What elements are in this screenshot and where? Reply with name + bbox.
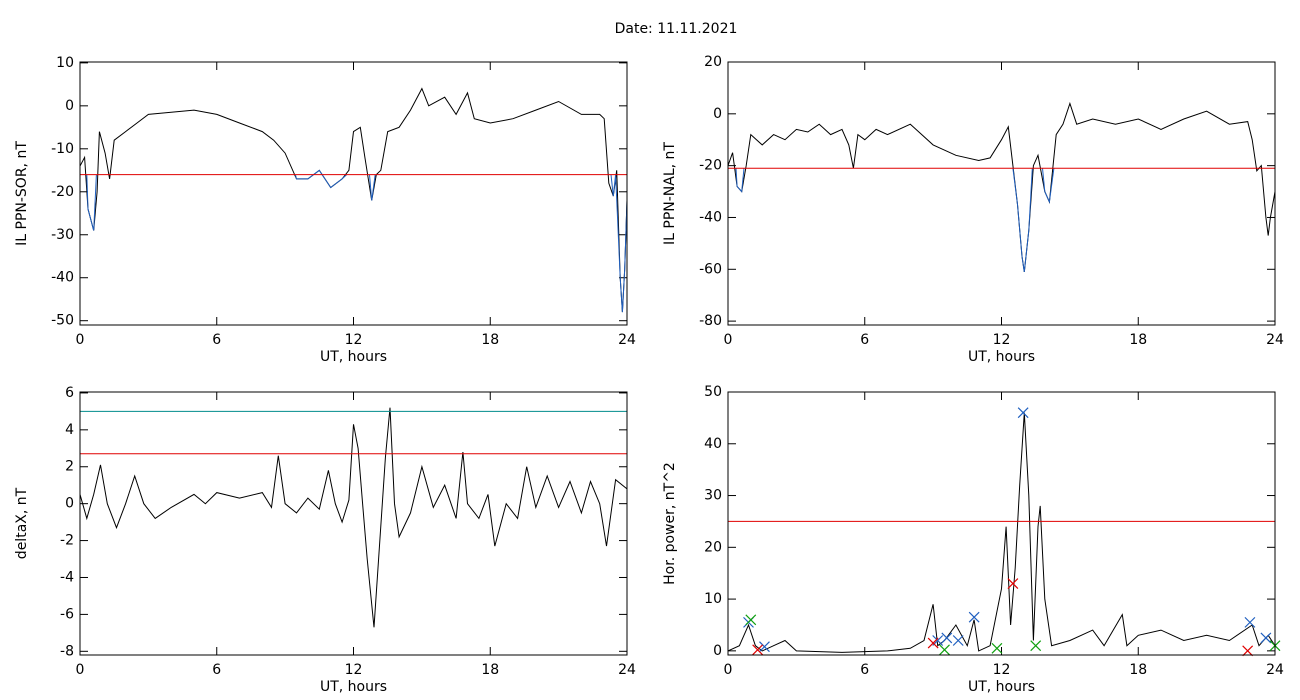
marker (1007, 578, 1019, 589)
x-axis-label: UT, hours (320, 349, 387, 365)
plot-frame (727, 391, 1276, 656)
y-tick-label: 6 (65, 385, 74, 401)
x-tick-label: 0 (76, 332, 85, 348)
y-tick-label: 10 (56, 55, 74, 71)
data-line (728, 101, 1275, 272)
marker (752, 644, 764, 656)
x-axis-label: UT, hours (320, 679, 387, 695)
marker (745, 614, 757, 626)
panel: 0 6 12 18 24 6 4 2 0 -2 -4 -6 -8 UT, hours deltaX, nT (14, 385, 636, 695)
x-tick-label: 24 (1266, 332, 1284, 348)
y-tick-label: -80 (699, 313, 722, 329)
x-tick-label: 12 (345, 332, 363, 348)
panel: 0 6 12 18 24 20 0 -20 -40 -60 -80 UT, hours IL PPN-N… (662, 54, 1284, 365)
y-tick-label: -4 (60, 569, 74, 585)
x-tick-label: 18 (1129, 332, 1147, 348)
data-line (735, 168, 1055, 272)
marker (1260, 632, 1272, 644)
y-tick-label: -30 (51, 227, 74, 243)
marker (968, 611, 980, 623)
y-tick-label: 0 (65, 98, 74, 114)
plot-frame (727, 61, 1276, 326)
panel: 0 6 12 18 24 50 40 30 20 10 0 UT, hours Hor. power, … (662, 384, 1284, 695)
plot-area (80, 87, 627, 313)
marker (1030, 640, 1042, 652)
y-tick-label: -40 (699, 209, 722, 225)
y-tick-label: 30 (704, 488, 722, 504)
x-tick-label: 6 (860, 662, 869, 678)
data-line (86, 169, 627, 313)
x-tick-label: 18 (1129, 662, 1147, 678)
y-tick-label: 2 (65, 459, 74, 475)
data-line (80, 87, 627, 313)
marker (952, 635, 964, 646)
x-tick-label: 18 (481, 332, 499, 348)
marker (927, 637, 939, 649)
plot-area (728, 412, 1275, 653)
y-tick-label: -60 (699, 261, 722, 277)
marker (939, 644, 950, 656)
y-tick-label: 10 (704, 591, 722, 607)
y-tick-label: 20 (704, 54, 722, 70)
marker (759, 641, 770, 653)
y-tick-label: 0 (713, 643, 722, 659)
y-tick-label: -40 (51, 270, 74, 286)
y-tick-label: -8 (60, 643, 74, 659)
x-tick-label: 12 (345, 662, 363, 678)
x-axis-label: UT, hours (968, 679, 1035, 695)
x-tick-label: 6 (212, 662, 221, 678)
plot-frame (79, 61, 628, 326)
marker (991, 642, 1003, 654)
marker (1242, 645, 1254, 657)
y-axis-label: IL PPN-SOR, nT (14, 141, 30, 246)
data-line (80, 407, 627, 628)
y-axis-label: IL PPN-NAL, nT (662, 142, 678, 245)
x-axis-label: UT, hours (968, 349, 1035, 365)
x-tick-label: 12 (993, 662, 1011, 678)
data-line (728, 412, 1275, 653)
y-tick-label: 0 (65, 496, 74, 512)
y-tick-label: -10 (51, 141, 74, 157)
plot-area (80, 407, 627, 628)
x-tick-label: 18 (481, 662, 499, 678)
x-tick-label: 6 (860, 332, 869, 348)
y-tick-label: 20 (704, 539, 722, 555)
y-axis-label: Hor. power, nT^2 (662, 462, 678, 585)
y-tick-label: -50 (51, 313, 74, 329)
x-tick-label: 24 (1266, 662, 1284, 678)
x-tick-label: 0 (724, 332, 733, 348)
x-tick-label: 6 (212, 332, 221, 348)
y-tick-label: -6 (60, 606, 74, 622)
y-tick-label: -2 (60, 533, 74, 549)
panel: 0 6 12 18 24 10 0 -10 -20 -30 -40 -50 UT, hours IL PP… (14, 55, 636, 365)
y-axis-label: deltaX, nT (14, 487, 30, 559)
x-tick-label: 12 (993, 332, 1011, 348)
y-tick-label: -20 (51, 184, 74, 200)
x-tick-label: 24 (618, 662, 636, 678)
y-tick-label: 40 (704, 436, 722, 452)
y-tick-label: 50 (704, 384, 722, 400)
plot-frame (79, 391, 628, 656)
x-tick-label: 24 (618, 332, 636, 348)
y-tick-label: 0 (713, 106, 722, 122)
marker (941, 632, 953, 644)
x-tick-label: 0 (724, 662, 733, 678)
marker (1017, 407, 1029, 419)
y-tick-label: 4 (65, 422, 74, 438)
marker (1244, 616, 1256, 628)
x-tick-label: 0 (76, 662, 85, 678)
y-tick-label: -20 (699, 158, 722, 174)
figure-title: Date: 11.11.2021 (615, 21, 738, 37)
plot-area (728, 101, 1275, 272)
